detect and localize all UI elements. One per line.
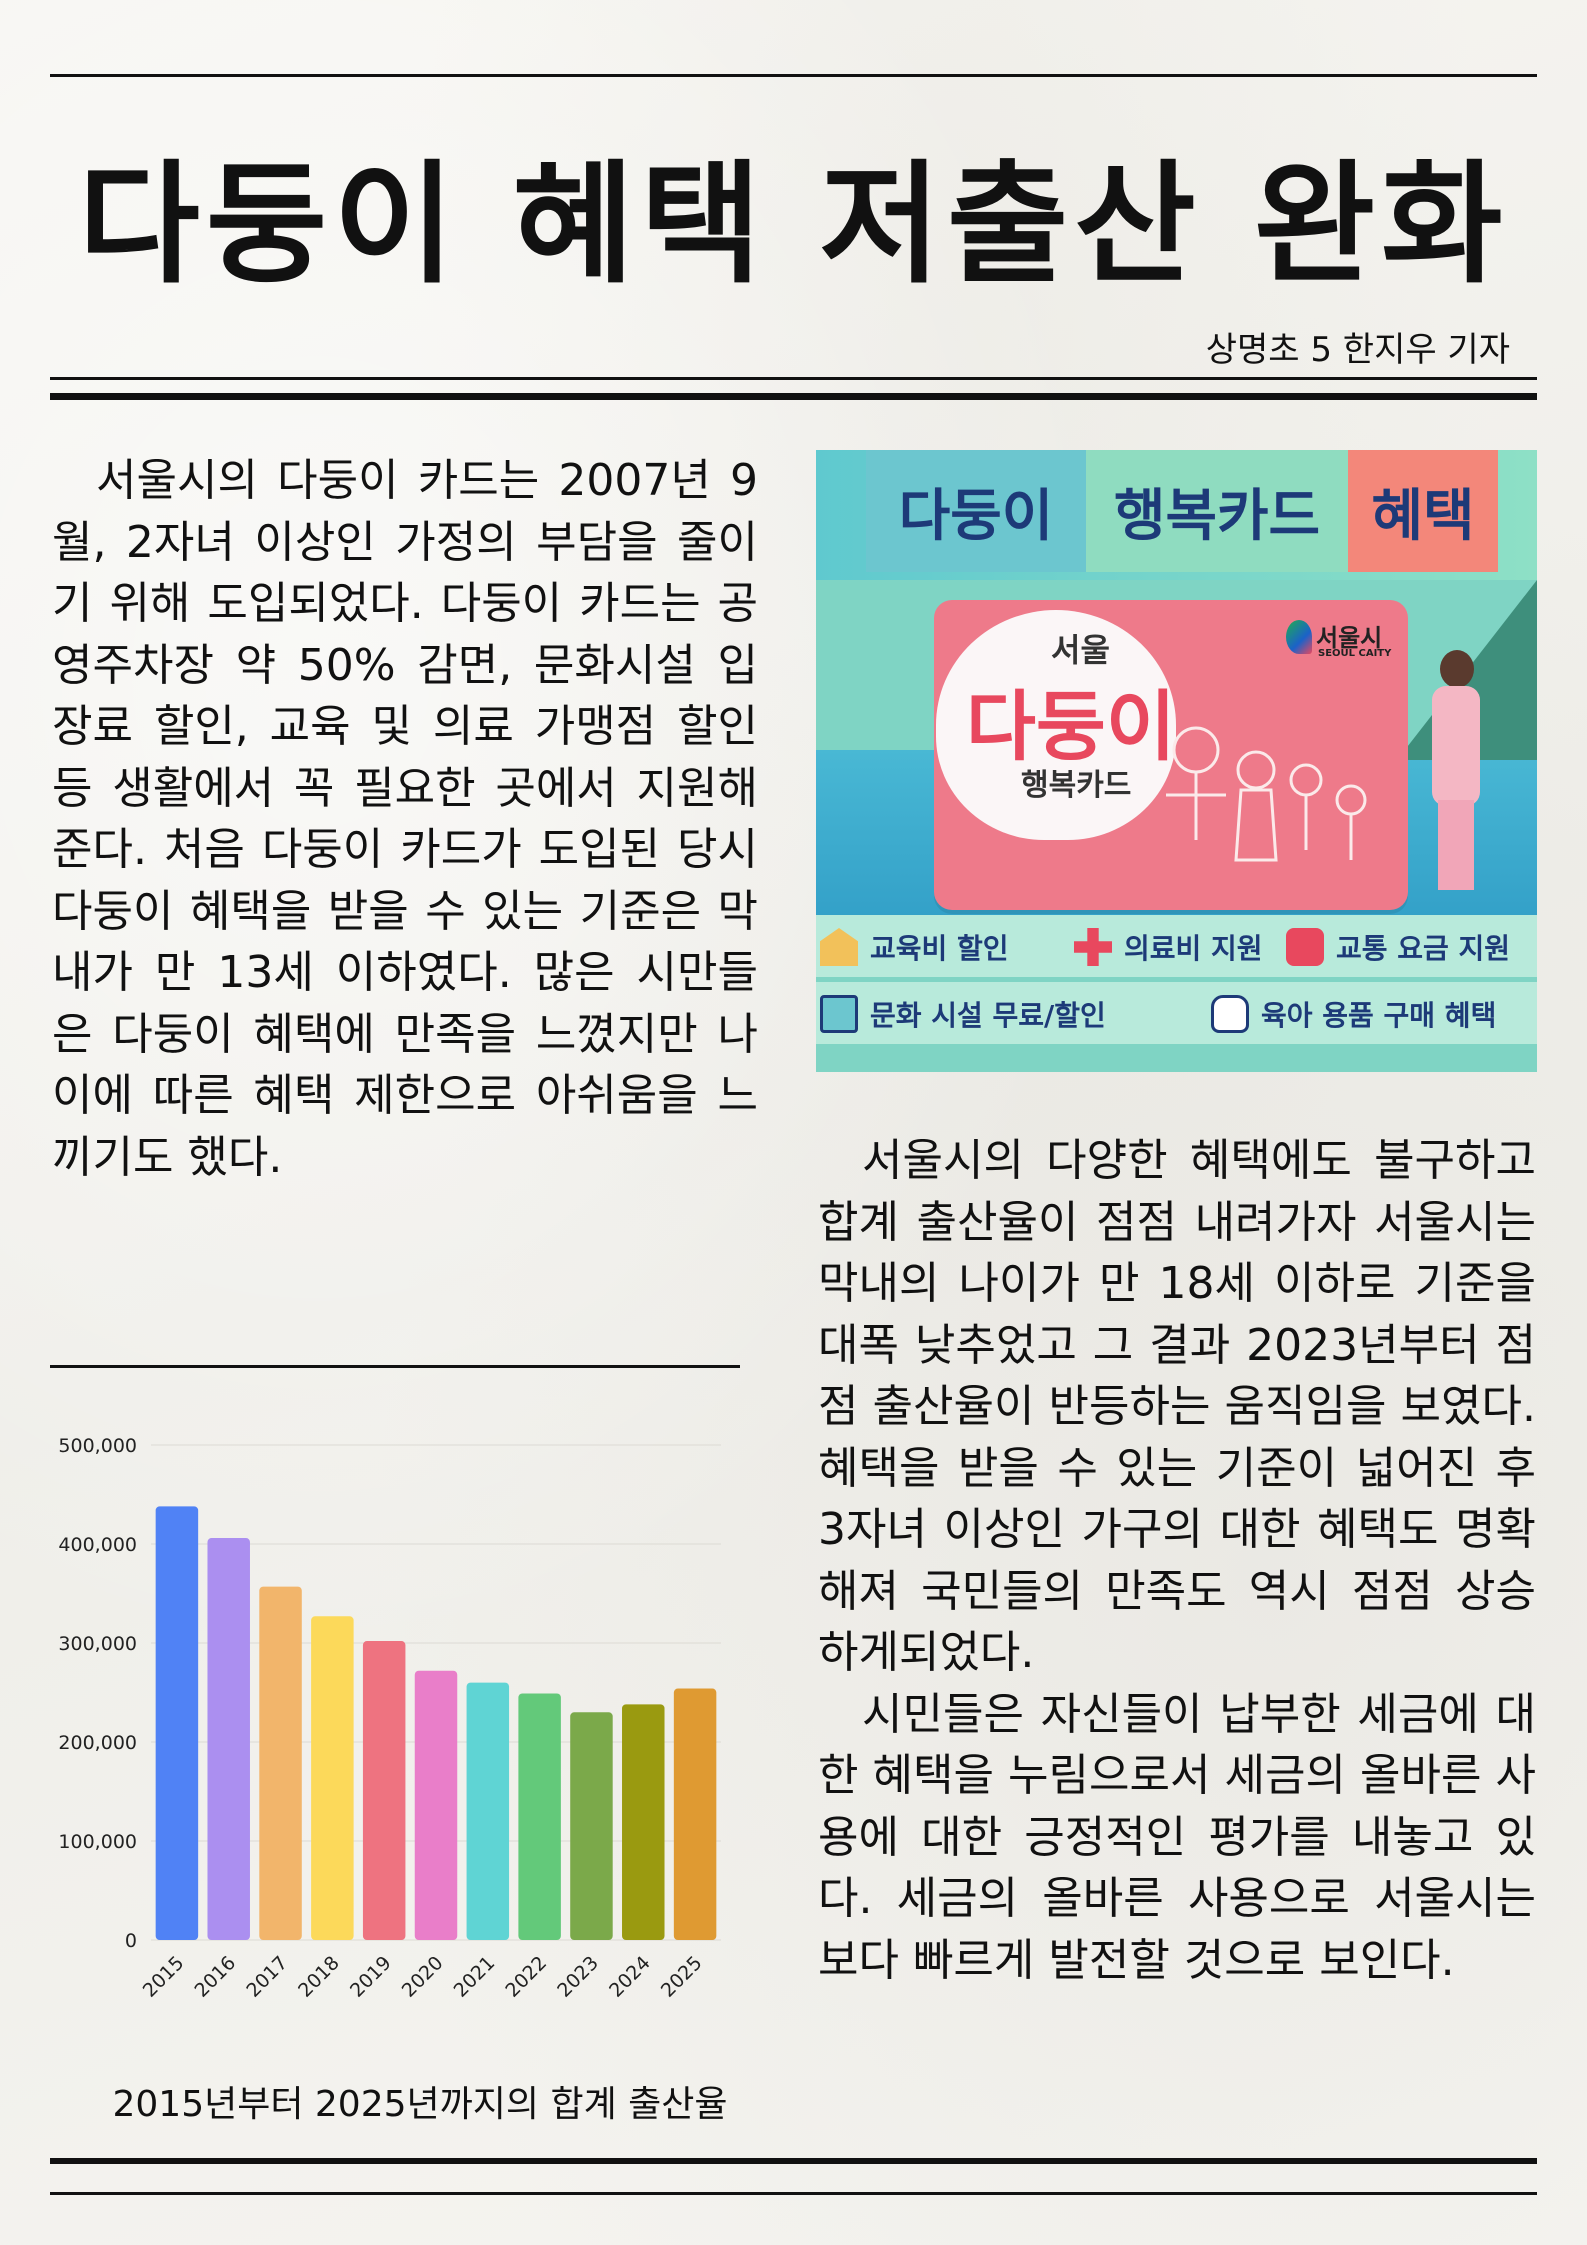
card-name: 다둥이 (966, 682, 1176, 771)
y-tick-label: 500,000 (58, 1435, 137, 1457)
right-article: 서울시의 다양한 혜택에도 불구하고 합계 출산율이 점점 내려가자 서울시는 … (818, 1130, 1536, 1991)
feature-medical: 의료비 지원 (1074, 927, 1263, 967)
illustration-title-part-3: 혜택 (1348, 450, 1498, 572)
bus-icon (1286, 928, 1324, 966)
right-article-paragraph-1: 서울시의 다양한 혜택에도 불구하고 합계 출산율이 점점 내려가자 서울시는 … (818, 1135, 1536, 1678)
bar (466, 1682, 510, 1940)
x-tick-label: 2023 (553, 1952, 603, 2002)
x-tick-label: 2022 (501, 1952, 551, 2002)
x-tick-label: 2016 (191, 1952, 241, 2002)
x-tick-label: 2019 (346, 1952, 396, 2002)
feature-label: 교육비 할인 (870, 932, 1009, 965)
x-tick-label: 2015 (139, 1952, 189, 2002)
x-tick-label: 2020 (398, 1952, 448, 2002)
bar (155, 1506, 199, 1940)
header-rule-thick (50, 393, 1537, 400)
mother-figure (1426, 650, 1486, 890)
bar (362, 1641, 406, 1940)
x-tick-label: 2024 (605, 1952, 655, 2002)
feature-culture: 문화 시설 무료/할인 (820, 994, 1106, 1034)
feature-label: 의료비 지원 (1124, 932, 1263, 965)
right-article-paragraph-2: 시민들은 자신들이 납부한 세금에 대한 혜택을 누림으로서 세금의 올바른 사… (818, 1688, 1536, 1986)
footer-rule-thick (50, 2158, 1537, 2164)
bar-chart: 0 100,000 200,000 300,000 400,000 500,000 2015… (58, 1435, 721, 2002)
dadungi-card-illustration: 다둥이 행복카드 혜택 서울 다둥이 행복카드 서울시 SEOUL CAITY … (816, 450, 1537, 1072)
feature-label: 육아 용품 구매 혜택 (1261, 999, 1497, 1032)
left-article: 서울시의 다둥이 카드는 2007년 9월, 2자녀 이상인 가정의 부담을 줄… (52, 450, 758, 1188)
baby-bottle-icon (1211, 995, 1249, 1033)
feature-education: 교육비 할인 (820, 927, 1009, 967)
logo-text: 서울시 (1316, 624, 1383, 652)
y-tick-label: 0 (125, 1930, 137, 1952)
byline: 상명초 5 한지우 기자 (1205, 330, 1510, 370)
ticket-icon (820, 995, 858, 1033)
logo-subtext: SEOUL CAITY (1318, 648, 1392, 659)
bar (207, 1538, 250, 1940)
seoul-logo-icon (1286, 620, 1312, 654)
family-drawing (1166, 726, 1367, 862)
y-tick-label: 300,000 (58, 1633, 137, 1655)
card-sub: 행복카드 (1021, 768, 1132, 803)
x-tick-label: 2021 (450, 1952, 500, 2002)
feature-band-1 (816, 915, 1537, 977)
feature-label: 문화 시설 무료/할인 (870, 999, 1106, 1032)
x-tick-label: 2017 (242, 1952, 292, 2002)
bar (311, 1616, 354, 1940)
feature-childcare: 육아 용품 구매 혜택 (1211, 994, 1496, 1034)
x-tick-label: 2018 (294, 1952, 344, 2002)
bar (622, 1704, 665, 1940)
school-icon (820, 928, 858, 966)
chart-divider (50, 1365, 740, 1368)
bar (518, 1693, 561, 1940)
chart-caption: 2015년부터 2025년까지의 합계 출산율 (112, 2084, 728, 2125)
feature-label: 교통 요금 지원 (1336, 932, 1511, 965)
top-rule (50, 74, 1537, 77)
x-tick-label: 2025 (657, 1952, 707, 2002)
y-tick-label: 100,000 (58, 1831, 137, 1853)
bar (570, 1712, 613, 1940)
illustration-title-part-1: 다둥이 (866, 450, 1086, 572)
footer-rule-thin (50, 2192, 1537, 2195)
medical-cross-icon (1074, 928, 1112, 966)
feature-transport: 교통 요금 지원 (1286, 927, 1510, 967)
bar (673, 1688, 717, 1940)
bar (259, 1586, 302, 1940)
bar (414, 1670, 458, 1940)
headline: 다둥이 혜택 저출산 완화 (78, 148, 1509, 302)
header-rule-thin (50, 377, 1537, 380)
left-article-paragraph: 서울시의 다둥이 카드는 2007년 9월, 2자녀 이상인 가정의 부담을 줄… (52, 455, 758, 1183)
y-tick-label: 200,000 (58, 1732, 137, 1754)
card-city: 서울 (1051, 631, 1110, 669)
card-heart (936, 610, 1176, 840)
illustration-title-part-2: 행복카드 (1086, 450, 1348, 572)
y-tick-label: 400,000 (58, 1534, 137, 1556)
feature-band-2 (816, 982, 1537, 1044)
